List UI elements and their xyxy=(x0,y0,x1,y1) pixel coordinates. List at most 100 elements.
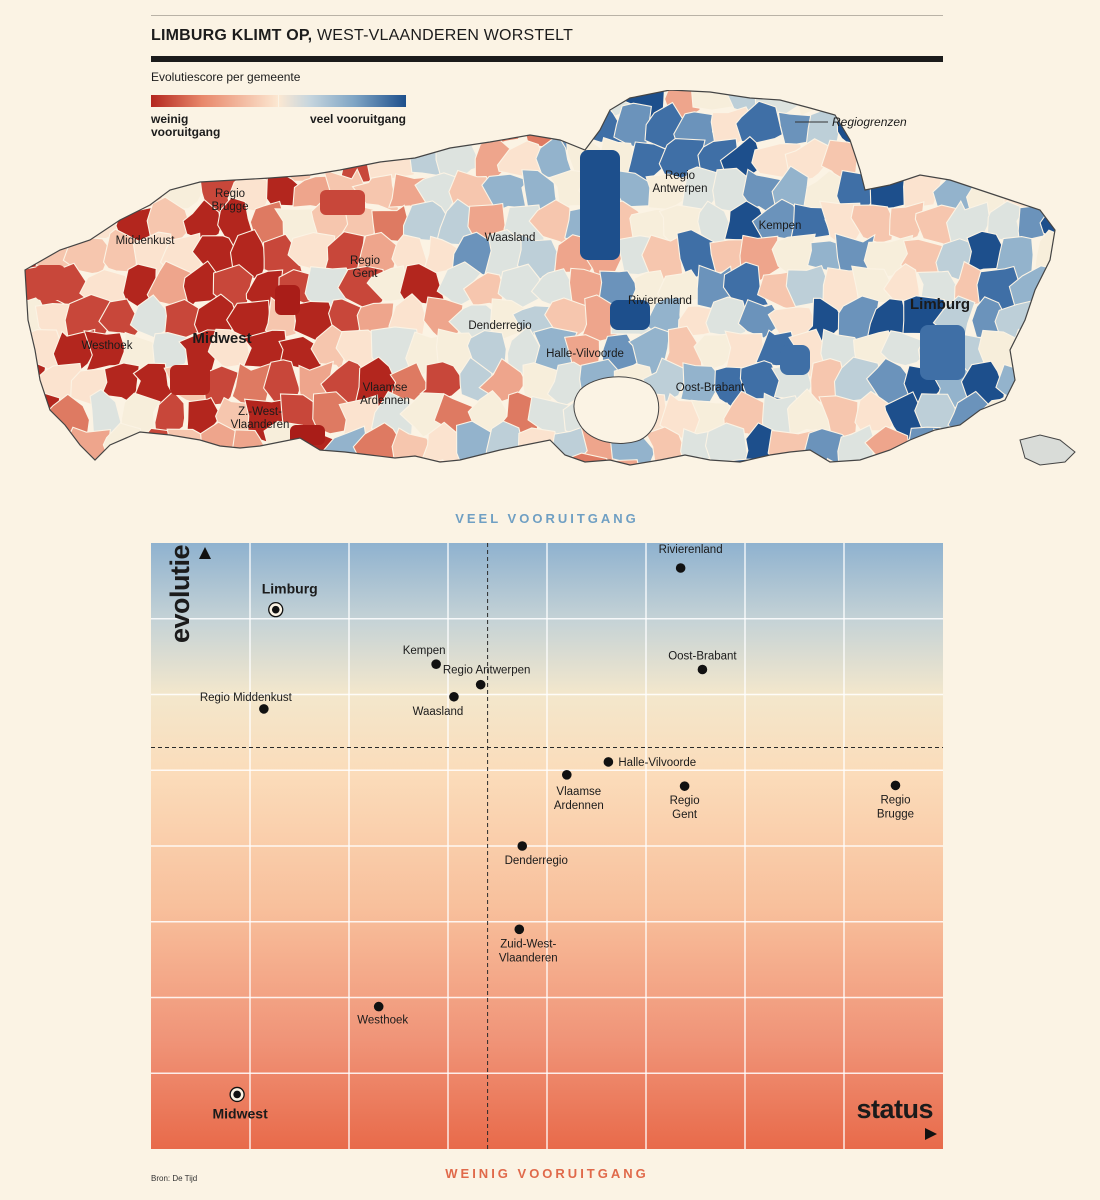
municipality-cell xyxy=(1075,396,1090,439)
point-oost-brabant: Oost-Brabant xyxy=(668,651,737,675)
point-marker xyxy=(697,664,708,675)
municipality-cell xyxy=(1076,329,1090,377)
municipality-cell xyxy=(25,392,61,439)
municipality-cell xyxy=(693,333,738,370)
municipality-cell xyxy=(83,137,122,185)
point-regio-gent: Regio Gent xyxy=(670,781,700,821)
point-kempen: Kempen xyxy=(403,645,446,669)
municipality-cell xyxy=(201,106,244,153)
point-marker xyxy=(675,563,686,573)
legend-low-label: weinig vooruitgang xyxy=(151,112,221,139)
point-label: Limburg xyxy=(262,581,318,597)
point-halle-vilvoorde: Halle-Vilvoorde xyxy=(603,757,696,769)
map-label-vlaamse-ardennen: Vlaamse Ardennen xyxy=(360,382,410,407)
municipality-cell xyxy=(129,294,176,339)
municipality-cell xyxy=(211,457,260,465)
chart-top-label: VEEL VOORUITGANG xyxy=(455,511,639,526)
municipality-cell xyxy=(403,90,443,119)
chart-bottom-label: WEINIG VOORUITGANG xyxy=(445,1166,649,1181)
municipality-cell xyxy=(242,137,286,184)
point-label: Vlaamse Ardennen xyxy=(554,786,604,812)
municipality-cell xyxy=(25,90,60,121)
point-rivierenland: Rivierenland xyxy=(659,544,723,573)
municipality-cell xyxy=(80,458,130,465)
municipality-cell xyxy=(275,456,322,465)
municipality-cell xyxy=(848,90,893,116)
municipality-cell xyxy=(501,460,549,465)
flanders-outline xyxy=(24,89,1056,466)
point-denderregio: Denderregio xyxy=(505,841,568,867)
municipality-cell xyxy=(25,166,50,211)
point-regio-middenkust: Regio Middenkust xyxy=(200,692,293,714)
municipality-cell xyxy=(257,108,300,145)
point-marker xyxy=(514,924,525,935)
municipality-cell xyxy=(1040,266,1055,305)
municipality-cell xyxy=(659,456,709,465)
municipality-cell xyxy=(820,90,867,115)
municipality-cell xyxy=(387,108,430,150)
legend-midpoint-tick xyxy=(278,88,279,110)
point-marker xyxy=(271,605,280,614)
map-svg xyxy=(24,89,1090,490)
map-label-regio-gent: Regio Gent xyxy=(349,255,381,280)
municipality-cell xyxy=(25,453,59,465)
point-label: Halle-Vilvoorde xyxy=(618,757,696,769)
municipality-cell xyxy=(888,201,925,242)
point-marker xyxy=(475,679,486,690)
municipality-cell xyxy=(464,460,510,465)
municipality-cell xyxy=(884,90,934,119)
municipality-cell xyxy=(168,104,208,151)
map-label-regio-antwerpen: Regio Antwerpen xyxy=(652,170,708,195)
map-label-regiogrenzen: Regiogrenzen xyxy=(832,115,907,129)
point-vlaamse-ardennen: Vlaamse Ardennen xyxy=(554,769,604,812)
point-label: Midwest xyxy=(213,1105,269,1121)
point-marker xyxy=(373,1001,384,1012)
point-marker xyxy=(449,691,459,702)
point-marker xyxy=(259,704,269,714)
municipality-cell xyxy=(979,132,1019,184)
municipality-cell xyxy=(418,421,463,465)
point-label: Zuid-West-Vlaanderen xyxy=(499,938,558,964)
legend-high-label: veel vooruitgang xyxy=(309,112,406,126)
municipality-cell xyxy=(147,467,191,490)
municipality-cell xyxy=(118,459,165,465)
municipality-cell xyxy=(1044,136,1055,183)
municipality-cell xyxy=(1030,363,1055,411)
municipality-cell xyxy=(25,100,54,151)
municipality-cell xyxy=(419,361,467,399)
municipality-cell xyxy=(1025,101,1055,145)
municipality-cell xyxy=(249,460,292,465)
map-label-kempen: Kempen xyxy=(758,220,802,232)
municipality-cell xyxy=(517,427,561,465)
point-marker xyxy=(603,757,614,767)
municipality-cell xyxy=(737,299,785,339)
point-label: Regio Brugge xyxy=(877,794,914,820)
top-rule xyxy=(151,15,943,16)
municipality-cell xyxy=(54,137,97,186)
municipality-cell xyxy=(114,138,159,179)
municipality-cell xyxy=(565,452,609,465)
point-marker xyxy=(890,780,901,791)
municipality-cell xyxy=(271,90,318,118)
municipality-cell xyxy=(974,90,1024,121)
municipality-cell xyxy=(1043,90,1055,119)
municipality-cell xyxy=(25,133,69,183)
scatter-svg: Limburg Midwest Rivierenland Oost-Brabant Ke… xyxy=(151,543,943,1149)
reference-lines xyxy=(151,543,943,1149)
municipality-cell xyxy=(180,90,226,116)
municipality-cell xyxy=(478,103,533,148)
x-axis-indicator: status xyxy=(831,1094,937,1140)
municipality-cell xyxy=(431,90,479,119)
municipality-cell xyxy=(756,455,805,465)
point-marker xyxy=(517,841,528,851)
legend-title: Evolutiescore per gemeente xyxy=(151,70,301,84)
municipality-cell xyxy=(693,461,735,465)
municipality-cell xyxy=(239,90,285,117)
municipality-cell xyxy=(1060,361,1090,407)
municipality-cell xyxy=(1059,234,1090,278)
municipality-cell xyxy=(500,90,546,119)
municipality-cell xyxy=(292,105,330,148)
municipality-cell xyxy=(98,164,141,217)
municipality-cell xyxy=(914,460,961,465)
map-label-halle-vilvoorde: Halle-Vilvoorde xyxy=(546,348,624,360)
